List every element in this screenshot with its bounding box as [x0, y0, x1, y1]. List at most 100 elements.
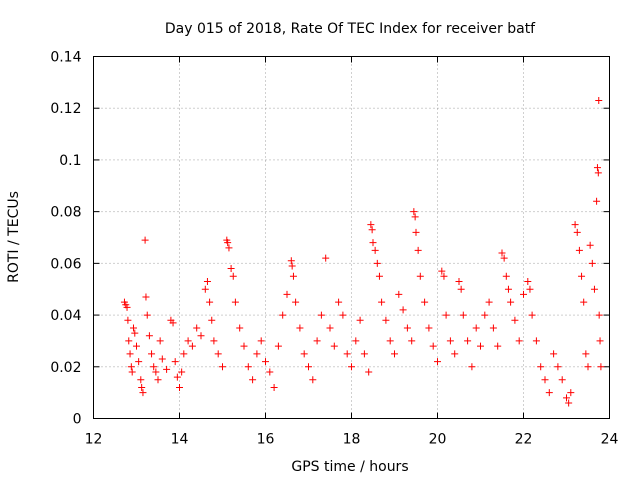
data-point	[378, 298, 386, 306]
data-point	[270, 383, 278, 391]
data-point	[178, 368, 186, 376]
data-point	[464, 337, 472, 345]
data-point	[391, 350, 398, 358]
data-point	[414, 246, 422, 254]
data-point	[563, 394, 570, 402]
data-point	[127, 363, 135, 371]
data-point	[201, 285, 209, 293]
data-point	[565, 399, 573, 407]
data-point	[154, 376, 162, 384]
data-point	[131, 329, 139, 337]
data-point	[371, 246, 379, 254]
data-point	[135, 358, 143, 366]
data-point	[289, 272, 297, 280]
data-point	[206, 298, 214, 306]
data-point	[126, 350, 134, 358]
data-point	[322, 254, 330, 262]
data-point	[236, 324, 244, 332]
data-point	[227, 265, 235, 273]
data-point	[300, 350, 308, 358]
data-point	[489, 324, 497, 332]
data-point	[240, 342, 248, 350]
y-tick-label: 0.06	[50, 256, 81, 272]
data-point	[554, 363, 562, 371]
x-tick-label: 20	[429, 432, 447, 448]
data-point	[494, 342, 502, 350]
data-point	[188, 342, 196, 350]
data-point	[584, 363, 592, 371]
data-point	[434, 358, 441, 366]
data-point	[416, 272, 424, 280]
data-point	[173, 373, 181, 381]
data-point	[148, 350, 156, 358]
data-point	[528, 311, 536, 319]
data-point	[580, 298, 588, 306]
data-point	[386, 337, 394, 345]
data-point	[129, 324, 137, 332]
data-point	[296, 324, 304, 332]
data-point	[593, 197, 601, 205]
y-tick-label: 0.02	[50, 360, 81, 376]
y-tick-label: 0.14	[50, 50, 81, 66]
data-point	[368, 226, 376, 234]
data-point	[429, 342, 437, 350]
x-tick-label: 22	[515, 432, 533, 448]
data-point	[524, 277, 532, 285]
data-point	[352, 337, 360, 345]
data-point	[485, 298, 493, 306]
data-point	[229, 272, 237, 280]
data-point	[274, 342, 282, 350]
data-point	[287, 257, 295, 265]
data-point	[367, 221, 375, 229]
data-point	[575, 246, 583, 254]
axis-ticks: 12 14 16 18 20 22 24 0 0.02 0.04 0.06 0.08 0.1 0.12 0.…	[50, 50, 618, 448]
data-point	[313, 337, 321, 345]
data-point	[408, 337, 416, 345]
data-point	[139, 389, 147, 397]
data-point	[219, 363, 226, 371]
data-point	[197, 332, 205, 340]
data-point	[262, 358, 269, 366]
data-point	[156, 337, 164, 345]
data-point	[133, 342, 140, 350]
data-point	[356, 316, 364, 324]
data-point	[152, 368, 160, 376]
data-point	[403, 324, 411, 332]
data-point	[507, 298, 515, 306]
data-point	[425, 324, 433, 332]
chart-title: Day 015 of 2018, Rate Of TEC Index for r…	[165, 21, 536, 37]
data-point	[515, 337, 523, 345]
data-point	[438, 267, 446, 275]
data-point	[214, 350, 222, 358]
data-point	[203, 277, 211, 285]
data-point	[457, 285, 465, 293]
data-point	[335, 298, 343, 306]
data-point	[594, 169, 602, 177]
y-axis-label: ROTI / TECUs	[6, 191, 22, 283]
data-point	[472, 324, 480, 332]
data-point	[279, 311, 287, 319]
data-point	[163, 365, 171, 373]
data-point	[142, 293, 150, 301]
data-point	[511, 316, 519, 324]
data-point	[193, 324, 201, 332]
data-point	[305, 363, 312, 371]
data-point	[231, 298, 239, 306]
data-point	[343, 350, 351, 358]
grid-lines	[93, 56, 610, 419]
y-tick-label: 0.08	[50, 205, 81, 221]
data-point	[224, 239, 232, 247]
data-point	[283, 290, 291, 298]
data-point	[558, 376, 566, 384]
data-point	[257, 337, 265, 345]
data-point	[459, 311, 467, 319]
data-point	[317, 311, 325, 319]
data-point	[176, 383, 183, 391]
data-point	[143, 311, 151, 319]
data-point	[477, 342, 484, 350]
data-point	[128, 368, 136, 376]
data-point	[421, 298, 429, 306]
data-point	[588, 259, 596, 267]
data-point	[225, 244, 233, 252]
